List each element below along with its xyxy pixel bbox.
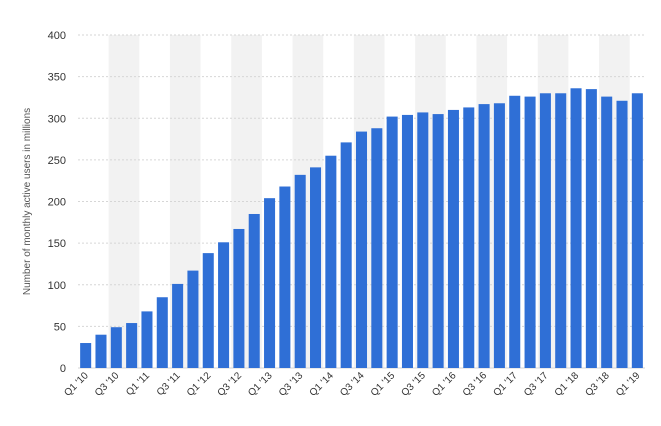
x-tick-label: Q3 '10 xyxy=(93,370,122,399)
bar xyxy=(141,311,153,368)
bar xyxy=(202,253,214,368)
bar xyxy=(493,103,505,368)
bar xyxy=(156,297,168,368)
y-tick-label: 250 xyxy=(48,155,66,167)
bar xyxy=(509,95,521,369)
bar xyxy=(218,242,230,368)
x-tick-label: Q3 '13 xyxy=(277,370,306,399)
x-tick-label: Q1 '14 xyxy=(308,370,337,399)
bar xyxy=(110,327,122,368)
bar xyxy=(555,93,567,369)
bars xyxy=(80,88,643,369)
bar xyxy=(386,116,398,369)
bar xyxy=(310,167,322,368)
x-tick-label: Q3 '15 xyxy=(400,370,429,399)
bar xyxy=(401,114,413,368)
x-tick-label: Q3 '18 xyxy=(583,370,612,399)
bar xyxy=(631,93,643,369)
x-tick-label: Q1 '13 xyxy=(246,370,275,399)
bar xyxy=(126,323,138,368)
y-tick-label: 350 xyxy=(48,72,66,84)
bar xyxy=(539,93,551,369)
x-tick-label: Q1 '19 xyxy=(614,370,643,399)
x-tick-label: Q1 '10 xyxy=(62,370,91,399)
bar xyxy=(279,186,291,368)
x-tick-label: Q1 '15 xyxy=(369,370,398,399)
y-tick-label: 400 xyxy=(48,30,66,42)
bar xyxy=(570,88,582,368)
x-tick-label: Q1 '17 xyxy=(491,370,520,399)
bar xyxy=(294,174,306,368)
bar xyxy=(233,228,245,368)
bar xyxy=(172,283,184,368)
x-tick-label: Q1 '11 xyxy=(124,370,152,398)
bar xyxy=(248,213,260,368)
bar xyxy=(524,96,536,368)
y-axis-ticks: 0 50 100 150 200 250 300 350 400 xyxy=(48,30,66,375)
bar xyxy=(325,155,337,368)
bar xyxy=(355,131,368,368)
y-tick-label: 150 xyxy=(48,238,66,250)
x-tick-label: Q1 '18 xyxy=(553,370,582,399)
bar xyxy=(264,198,276,368)
bar xyxy=(95,334,107,368)
x-tick-label: Q3 '12 xyxy=(216,370,245,399)
y-tick-label: 0 xyxy=(60,363,66,375)
x-tick-label: Q1 '12 xyxy=(185,370,214,399)
x-tick-label: Q1 '16 xyxy=(430,370,459,399)
bar xyxy=(371,128,383,368)
y-tick-label: 100 xyxy=(48,280,66,292)
bar xyxy=(80,343,92,368)
bar xyxy=(616,100,628,368)
y-tick-label: 200 xyxy=(48,197,66,209)
y-tick-label: 50 xyxy=(54,321,66,333)
x-tick-label: Q3 '14 xyxy=(338,370,367,399)
x-tick-label: Q3 '11 xyxy=(155,370,183,398)
x-tick-label: Q3 '16 xyxy=(461,370,490,399)
bar xyxy=(417,112,429,368)
x-axis-ticks: Q1 '10 Q3 '10 Q1 '11 Q3 '11 Q1 '12 Q3 '12 Q1 '… xyxy=(62,370,642,399)
bar xyxy=(478,104,490,368)
bar xyxy=(187,270,199,368)
x-tick-label: Q3 '17 xyxy=(522,370,551,399)
y-tick-label: 300 xyxy=(48,113,66,125)
bar xyxy=(601,96,613,368)
bar xyxy=(463,107,475,369)
bar xyxy=(585,89,597,369)
bar xyxy=(340,142,352,368)
y-axis-label: Number of monthly active users in millio… xyxy=(22,108,33,295)
bar xyxy=(447,109,459,369)
bar xyxy=(432,114,444,369)
